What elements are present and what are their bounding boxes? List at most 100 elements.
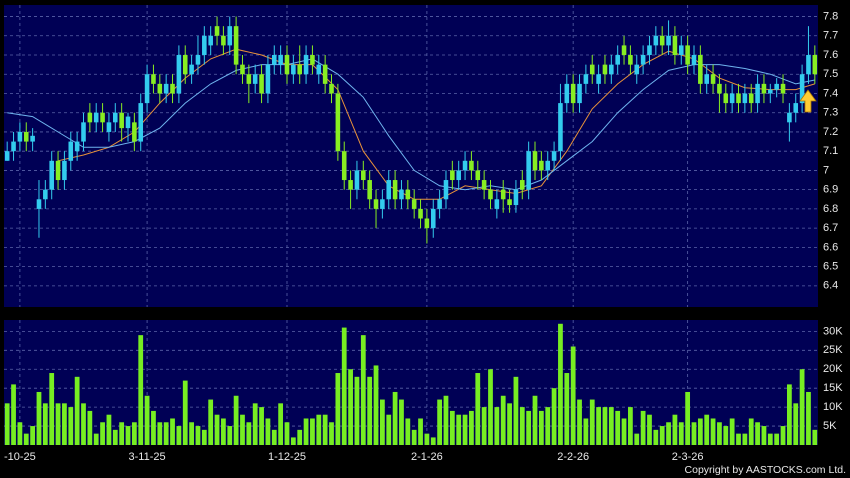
volume-bar bbox=[424, 433, 430, 445]
candle-body bbox=[424, 218, 430, 229]
candle-body bbox=[195, 55, 201, 65]
candle-body bbox=[494, 199, 500, 209]
volume-bar bbox=[551, 388, 557, 445]
y-tick-label: 5K bbox=[823, 420, 837, 432]
volume-bar bbox=[519, 407, 525, 445]
candle-body bbox=[240, 64, 245, 75]
volume-bar bbox=[354, 376, 360, 445]
candle-body bbox=[698, 55, 703, 84]
candle-body bbox=[551, 151, 557, 161]
volume-bar bbox=[761, 426, 767, 445]
volume-bar bbox=[201, 429, 207, 445]
volume-bar bbox=[405, 418, 411, 445]
candle-body bbox=[138, 103, 144, 142]
candle-body bbox=[265, 64, 271, 94]
y-tick-label: 7.7 bbox=[823, 30, 838, 42]
candle-body bbox=[812, 55, 818, 75]
candle-body bbox=[291, 64, 296, 75]
volume-bar bbox=[456, 414, 462, 445]
candle-body bbox=[513, 189, 519, 206]
candle-body bbox=[507, 199, 512, 206]
volume-bar bbox=[119, 422, 125, 445]
volume-bar bbox=[195, 426, 201, 445]
candle-body bbox=[23, 131, 29, 142]
volume-bar bbox=[367, 376, 373, 445]
candle-body bbox=[380, 199, 385, 209]
candle-body bbox=[297, 64, 303, 75]
volume-bar bbox=[685, 391, 691, 445]
volume-bar bbox=[621, 418, 627, 445]
volume-bar bbox=[469, 410, 474, 445]
volume-bar bbox=[672, 414, 678, 445]
volume-bar bbox=[647, 414, 652, 445]
candle-body bbox=[259, 74, 264, 94]
candle-body bbox=[430, 208, 436, 229]
candle-body bbox=[780, 83, 786, 94]
candle-body bbox=[806, 55, 811, 75]
candle-body bbox=[386, 180, 392, 200]
volume-bar bbox=[767, 433, 773, 445]
volume-bar bbox=[736, 433, 741, 445]
candle-body bbox=[748, 93, 754, 104]
copyright: Copyright by AASTOCKS.com Ltd. bbox=[685, 464, 846, 476]
volume-bar bbox=[170, 418, 175, 445]
volume-bar bbox=[316, 414, 322, 445]
volume-bar bbox=[55, 403, 61, 445]
volume-bar bbox=[271, 429, 277, 445]
candle-body bbox=[221, 35, 226, 46]
candle-body bbox=[170, 83, 175, 94]
y-tick-label: 7.6 bbox=[823, 49, 838, 61]
volume-bar bbox=[221, 418, 226, 445]
volume-bar bbox=[112, 429, 118, 445]
volume-bar bbox=[570, 346, 576, 445]
volume-bar bbox=[30, 426, 36, 445]
candle-body bbox=[214, 26, 220, 36]
candle-body bbox=[710, 74, 716, 84]
volume-bar bbox=[189, 422, 194, 445]
candle-body bbox=[100, 112, 105, 123]
volume-bar bbox=[163, 422, 169, 445]
volume-bar bbox=[545, 407, 551, 445]
volume-bar bbox=[138, 335, 144, 445]
volume-bar bbox=[392, 391, 398, 445]
volume-bar bbox=[131, 422, 137, 445]
volume-bar bbox=[634, 433, 640, 445]
volume-bar bbox=[42, 403, 48, 445]
candle-body bbox=[532, 151, 538, 171]
candle-body bbox=[793, 103, 799, 113]
candle-body bbox=[176, 55, 182, 94]
x-tick-label: 2-1-26 bbox=[411, 451, 443, 463]
volume-bar bbox=[507, 403, 512, 445]
candle-body bbox=[278, 55, 283, 65]
candle-body bbox=[589, 64, 595, 75]
volume-bar bbox=[526, 410, 532, 445]
volume-bar bbox=[449, 410, 455, 445]
volume-bar bbox=[799, 369, 805, 445]
candle-body bbox=[659, 35, 665, 46]
volume-bar bbox=[583, 418, 589, 445]
volume-bar bbox=[341, 327, 347, 445]
volume-bar bbox=[290, 437, 296, 445]
volume-bar bbox=[812, 429, 818, 445]
volume-bar bbox=[723, 426, 729, 445]
y-tick-label: 6.4 bbox=[823, 280, 838, 292]
volume-bar bbox=[240, 414, 245, 445]
volume-bar bbox=[74, 376, 80, 445]
candle-body bbox=[685, 45, 690, 65]
volume-bar bbox=[399, 399, 404, 445]
candle-body bbox=[151, 74, 156, 84]
volume-bar bbox=[246, 422, 252, 445]
candle-body bbox=[736, 93, 741, 104]
volume-bar bbox=[310, 418, 315, 445]
volume-bar bbox=[87, 410, 93, 445]
y-tick-label: 10K bbox=[823, 401, 843, 413]
x-tick-label: 2-3-26 bbox=[672, 451, 704, 463]
candle-body bbox=[55, 160, 61, 181]
candle-body bbox=[271, 55, 277, 65]
volume-bar bbox=[259, 407, 264, 445]
candle-body bbox=[43, 189, 48, 200]
candle-body bbox=[666, 35, 671, 46]
candle-body bbox=[717, 83, 722, 94]
y-tick-label: 7.2 bbox=[823, 126, 838, 138]
volume-bar bbox=[23, 433, 29, 445]
